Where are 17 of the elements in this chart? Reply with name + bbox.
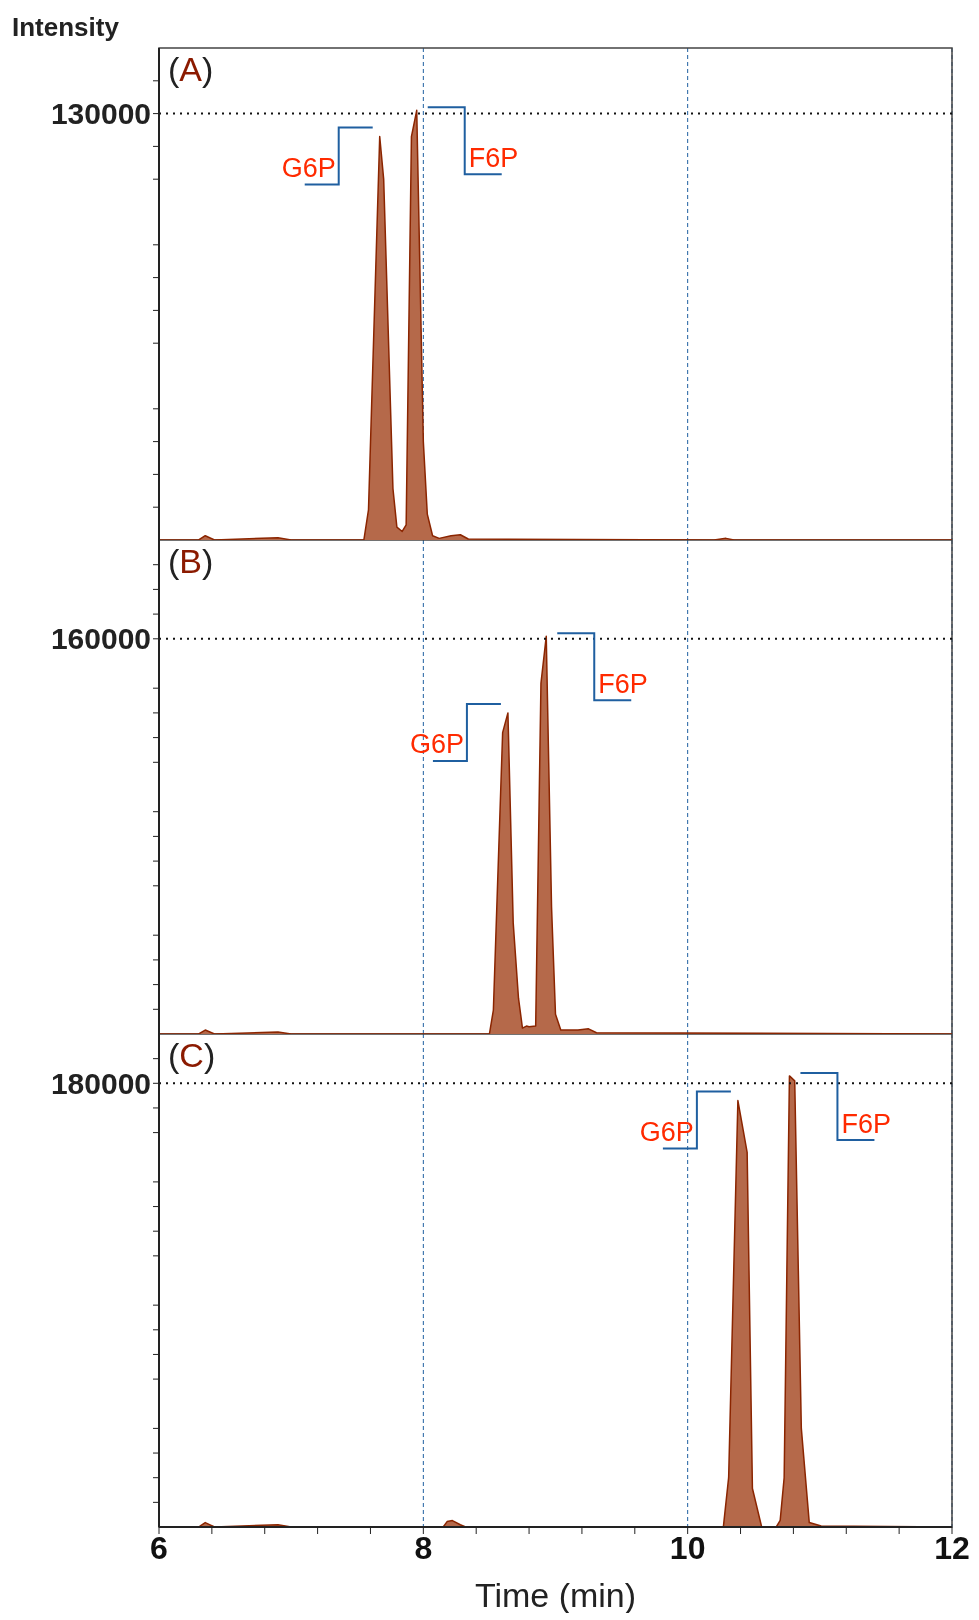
annotation: F6P [598,669,648,700]
y-axis-title: Intensity [12,12,119,43]
annotation: G6P [639,1116,694,1147]
annotation: F6P [841,1108,891,1139]
x-tick-label: 8 [414,1529,433,1566]
annotation: G6P [409,728,464,759]
x-tick-label: 10 [669,1529,706,1566]
y-tick-label: 130000 [50,97,151,131]
y-tick-label: 160000 [50,622,151,656]
x-tick-label: 12 [934,1529,970,1566]
annotation: (C) [168,1036,216,1074]
y-tick-label: 180000 [50,1066,151,1100]
annotation: F6P [468,143,519,174]
annotation: (B) [168,542,214,580]
x-tick-label: 6 [150,1529,168,1566]
annotation: (A) [168,50,214,88]
annotation: G6P [281,152,336,183]
